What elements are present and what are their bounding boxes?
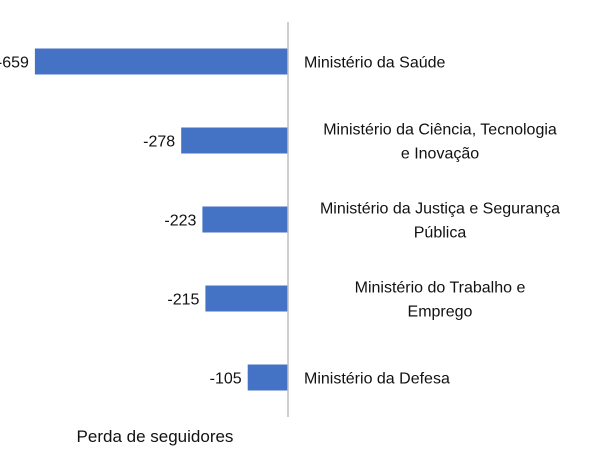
category-label-line: Emprego (408, 304, 473, 321)
category-label-line: Ministério da Defesa (304, 371, 450, 388)
value-label-0: -659 (0, 55, 29, 72)
category-label-0: Ministério da Saúde (304, 55, 446, 72)
category-label-1: Ministério da Ciência, Tecnologia e Inova… (323, 122, 557, 163)
category-label-2: Ministério da Justiça e Segurança Pública (320, 201, 560, 242)
value-labels-group: -659 -278 -223 -215 -105 (0, 55, 242, 388)
bar-1 (181, 127, 288, 154)
value-label-4: -105 (210, 371, 242, 388)
value-label-1: -278 (143, 134, 175, 151)
category-label-4: Ministério da Defesa (304, 371, 450, 388)
bar-3 (205, 285, 288, 312)
bar-4 (247, 364, 288, 391)
value-label-3: -215 (167, 292, 199, 309)
category-label-line: Ministério da Saúde (304, 55, 446, 72)
category-label-line: Ministério do Trabalho e (355, 280, 526, 297)
category-label-3: Ministério do Trabalho e Emprego (355, 280, 526, 321)
category-label-line: Ministério da Justiça e Segurança (320, 201, 560, 218)
category-labels-group: Ministério da Saúde Ministério da Ciência… (304, 55, 560, 388)
x-axis-title: Perda de seguidores (77, 427, 234, 446)
bars-group (34, 48, 289, 391)
value-label-2: -223 (164, 213, 196, 230)
bar-2 (202, 206, 288, 233)
category-label-line: Pública (414, 225, 467, 242)
category-label-line: e Inovação (401, 146, 479, 163)
bar-0 (34, 48, 289, 75)
category-label-line: Ministério da Ciência, Tecnologia (323, 122, 557, 139)
